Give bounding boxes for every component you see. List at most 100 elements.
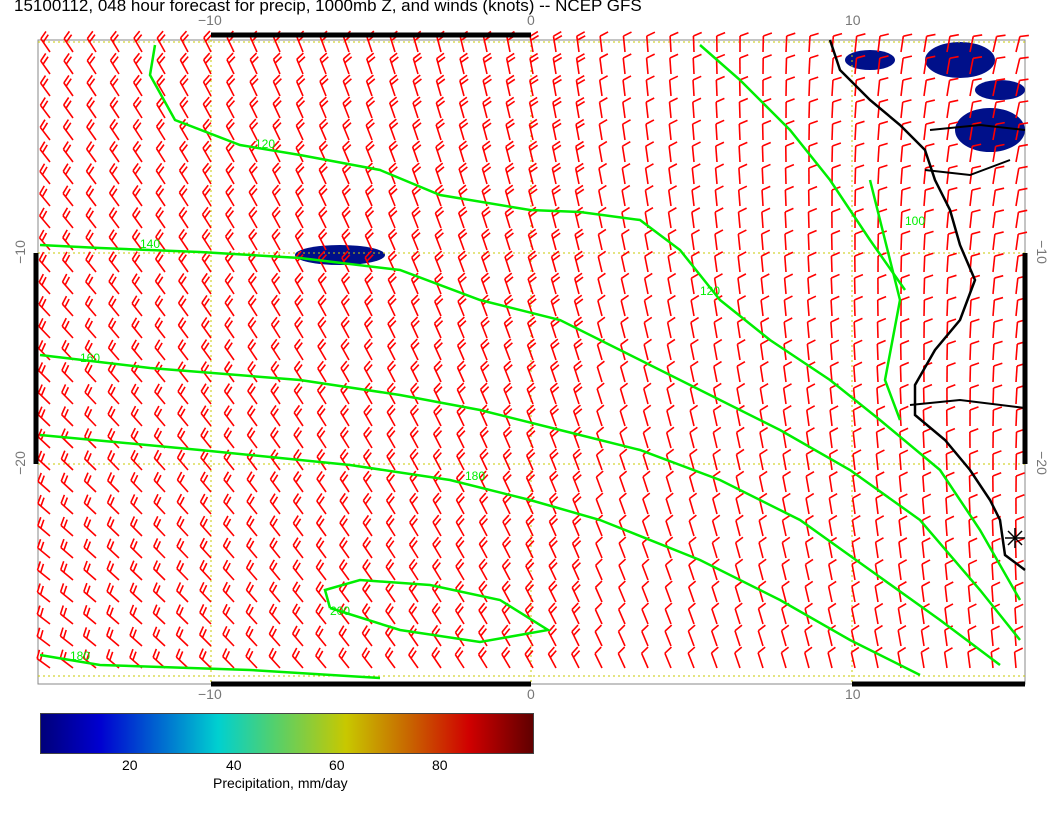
wind-barb [737, 251, 747, 273]
wind-barb [967, 603, 977, 625]
wind-barb [60, 516, 74, 537]
wind-barb [713, 360, 722, 383]
wind-barb [691, 185, 701, 207]
wind-barb [63, 97, 74, 119]
wind-barb [268, 581, 281, 603]
wind-barb [923, 208, 934, 229]
wind-barb [621, 119, 631, 141]
wind-barb [644, 250, 653, 273]
wind-barb [712, 470, 721, 493]
wind-barb [503, 316, 514, 339]
wind-barb [153, 493, 166, 515]
wind-barb [501, 580, 511, 603]
wind-barb [456, 338, 467, 361]
wind-barb [295, 96, 306, 119]
wind-barb [923, 230, 934, 251]
wind-barb [108, 295, 120, 317]
wind-barb [1015, 187, 1028, 207]
wind-barb [992, 296, 1004, 317]
wind-barb [293, 382, 304, 405]
wind-barb [412, 96, 422, 119]
wind-barb [201, 206, 212, 229]
wind-barb [248, 228, 258, 251]
wind-barb [342, 74, 352, 97]
wind-barb [734, 646, 743, 669]
wind-barb [315, 625, 327, 647]
wind-barb [669, 53, 679, 75]
wind-barb [874, 602, 884, 625]
wind-barb [62, 229, 74, 251]
wind-barb [923, 77, 936, 97]
colorbar-tick: 60 [329, 757, 345, 773]
wind-barb [969, 77, 982, 97]
wind-barb [107, 450, 120, 471]
wind-barb [109, 74, 120, 97]
wind-barb [552, 31, 563, 53]
wind-barb [502, 470, 512, 493]
wind-barb [412, 74, 422, 97]
wind-barb [640, 646, 649, 669]
wind-barb [388, 118, 399, 141]
wind-barb [921, 537, 931, 559]
wind-barb [828, 514, 838, 537]
wind-barb [526, 338, 537, 361]
border-line [909, 398, 1026, 409]
wind-barb [969, 296, 980, 317]
wind-barb [176, 493, 189, 515]
wind-barb [317, 294, 327, 317]
wind-barb [923, 186, 935, 207]
wind-barb [409, 426, 419, 449]
wind-barb [154, 251, 166, 273]
wind-barb [132, 140, 143, 163]
wind-barb [318, 228, 328, 251]
wind-barb [529, 30, 539, 53]
wind-barb [551, 162, 562, 185]
wind-barb [711, 602, 720, 625]
wind-barb [364, 250, 374, 273]
wind-barb [944, 559, 954, 581]
wind-barb [710, 624, 720, 647]
wind-barb [595, 470, 604, 493]
wind-barb [594, 580, 603, 603]
wind-barb [945, 427, 956, 449]
wind-barb [831, 76, 842, 97]
wind-barb [153, 449, 166, 471]
wind-barb [388, 184, 398, 207]
wind-barb [478, 514, 489, 537]
wind-barb [132, 74, 143, 97]
wind-barb [923, 33, 936, 53]
wind-barb [828, 558, 837, 581]
wind-barb [687, 580, 697, 603]
wind-barb [270, 316, 281, 339]
wind-barb [247, 338, 258, 361]
wind-barb [898, 515, 908, 537]
wind-barb [61, 384, 74, 405]
wind-barb [363, 338, 373, 361]
wind-barb [272, 74, 282, 97]
wind-barb [271, 272, 281, 295]
wind-barb [969, 209, 981, 229]
wind-barb [552, 96, 562, 119]
wind-barb [736, 382, 746, 405]
wind-barb [59, 605, 74, 625]
wind-barb [179, 30, 189, 53]
wind-barb [920, 646, 930, 669]
wind-barb [550, 250, 561, 273]
lon-tick-top: 0 [527, 12, 535, 28]
wind-barb [63, 30, 74, 53]
wind-barb [691, 141, 701, 163]
wind-barb [340, 360, 350, 383]
wind-barb [225, 96, 236, 119]
wind-barb [759, 426, 769, 449]
wind-barb [877, 186, 888, 207]
wind-barb [573, 316, 584, 339]
wind-barb [295, 184, 305, 207]
wind-barb [200, 383, 212, 405]
wind-barb [202, 74, 212, 97]
wind-barb [595, 448, 604, 471]
wind-barb [199, 581, 212, 603]
wind-barb [804, 624, 813, 647]
wind-barb [572, 448, 582, 471]
wind-barb [526, 382, 536, 405]
wind-barb [992, 187, 1005, 207]
